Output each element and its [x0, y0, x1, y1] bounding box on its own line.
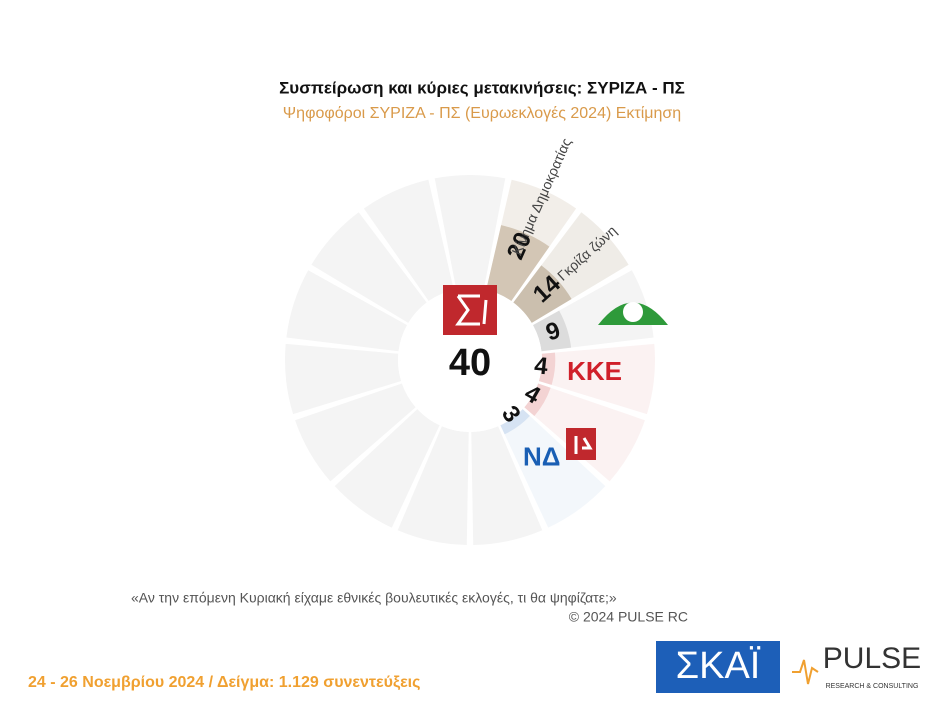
copyright: © 2024 PULSE RC	[569, 609, 688, 625]
question: «Αν την επόμενη Κυριακή είχαμε εθνικές β…	[131, 590, 617, 606]
logo-glyph	[574, 436, 593, 454]
skai-logo	[656, 641, 780, 693]
footer: 24 - 26 Νοεμβρίου 2024 / Δείγμα: 1.129 σ…	[28, 674, 420, 691]
pulse-sub: RESEARCH & CONSULTING	[826, 683, 919, 690]
background-wedge	[295, 383, 416, 482]
party-logo	[566, 428, 596, 460]
value-label: 4	[533, 352, 550, 380]
logo-glyph	[623, 302, 643, 322]
bar	[486, 225, 550, 302]
chart-subtitle: Ψηφοφόροι ΣΥΡΙΖΑ - ΠΣ (Ευρωεκλογές 2024)…	[283, 105, 681, 122]
pulse-text: PULSE	[823, 642, 921, 675]
background-wedge	[471, 426, 543, 545]
background-wedge	[434, 175, 506, 290]
background-wedge	[538, 343, 656, 415]
bar	[538, 352, 556, 385]
party-logo	[443, 285, 497, 335]
bar	[500, 409, 530, 435]
bar	[532, 310, 572, 352]
category-label: ΚΚΕ	[567, 356, 622, 386]
background-wedge	[334, 409, 440, 528]
chart-title: Συσπείρωση και κύριες μετακινήσεις: ΣΥΡΙ…	[279, 78, 685, 97]
bar	[524, 383, 551, 416]
background-wedge	[363, 179, 454, 302]
category-label: ΝΔ	[523, 442, 560, 472]
background-wedge	[500, 409, 606, 528]
bar	[513, 265, 572, 323]
background-wedge	[286, 270, 408, 352]
logo-glyph	[455, 294, 488, 326]
center-value: 40	[449, 342, 491, 384]
skai-text: ΣΚΑΪ	[676, 645, 761, 687]
center-disc	[398, 288, 542, 432]
background-wedge	[285, 343, 402, 415]
background-wedge	[311, 212, 427, 323]
background-wedge	[397, 426, 469, 545]
pulse-wave	[792, 659, 819, 685]
